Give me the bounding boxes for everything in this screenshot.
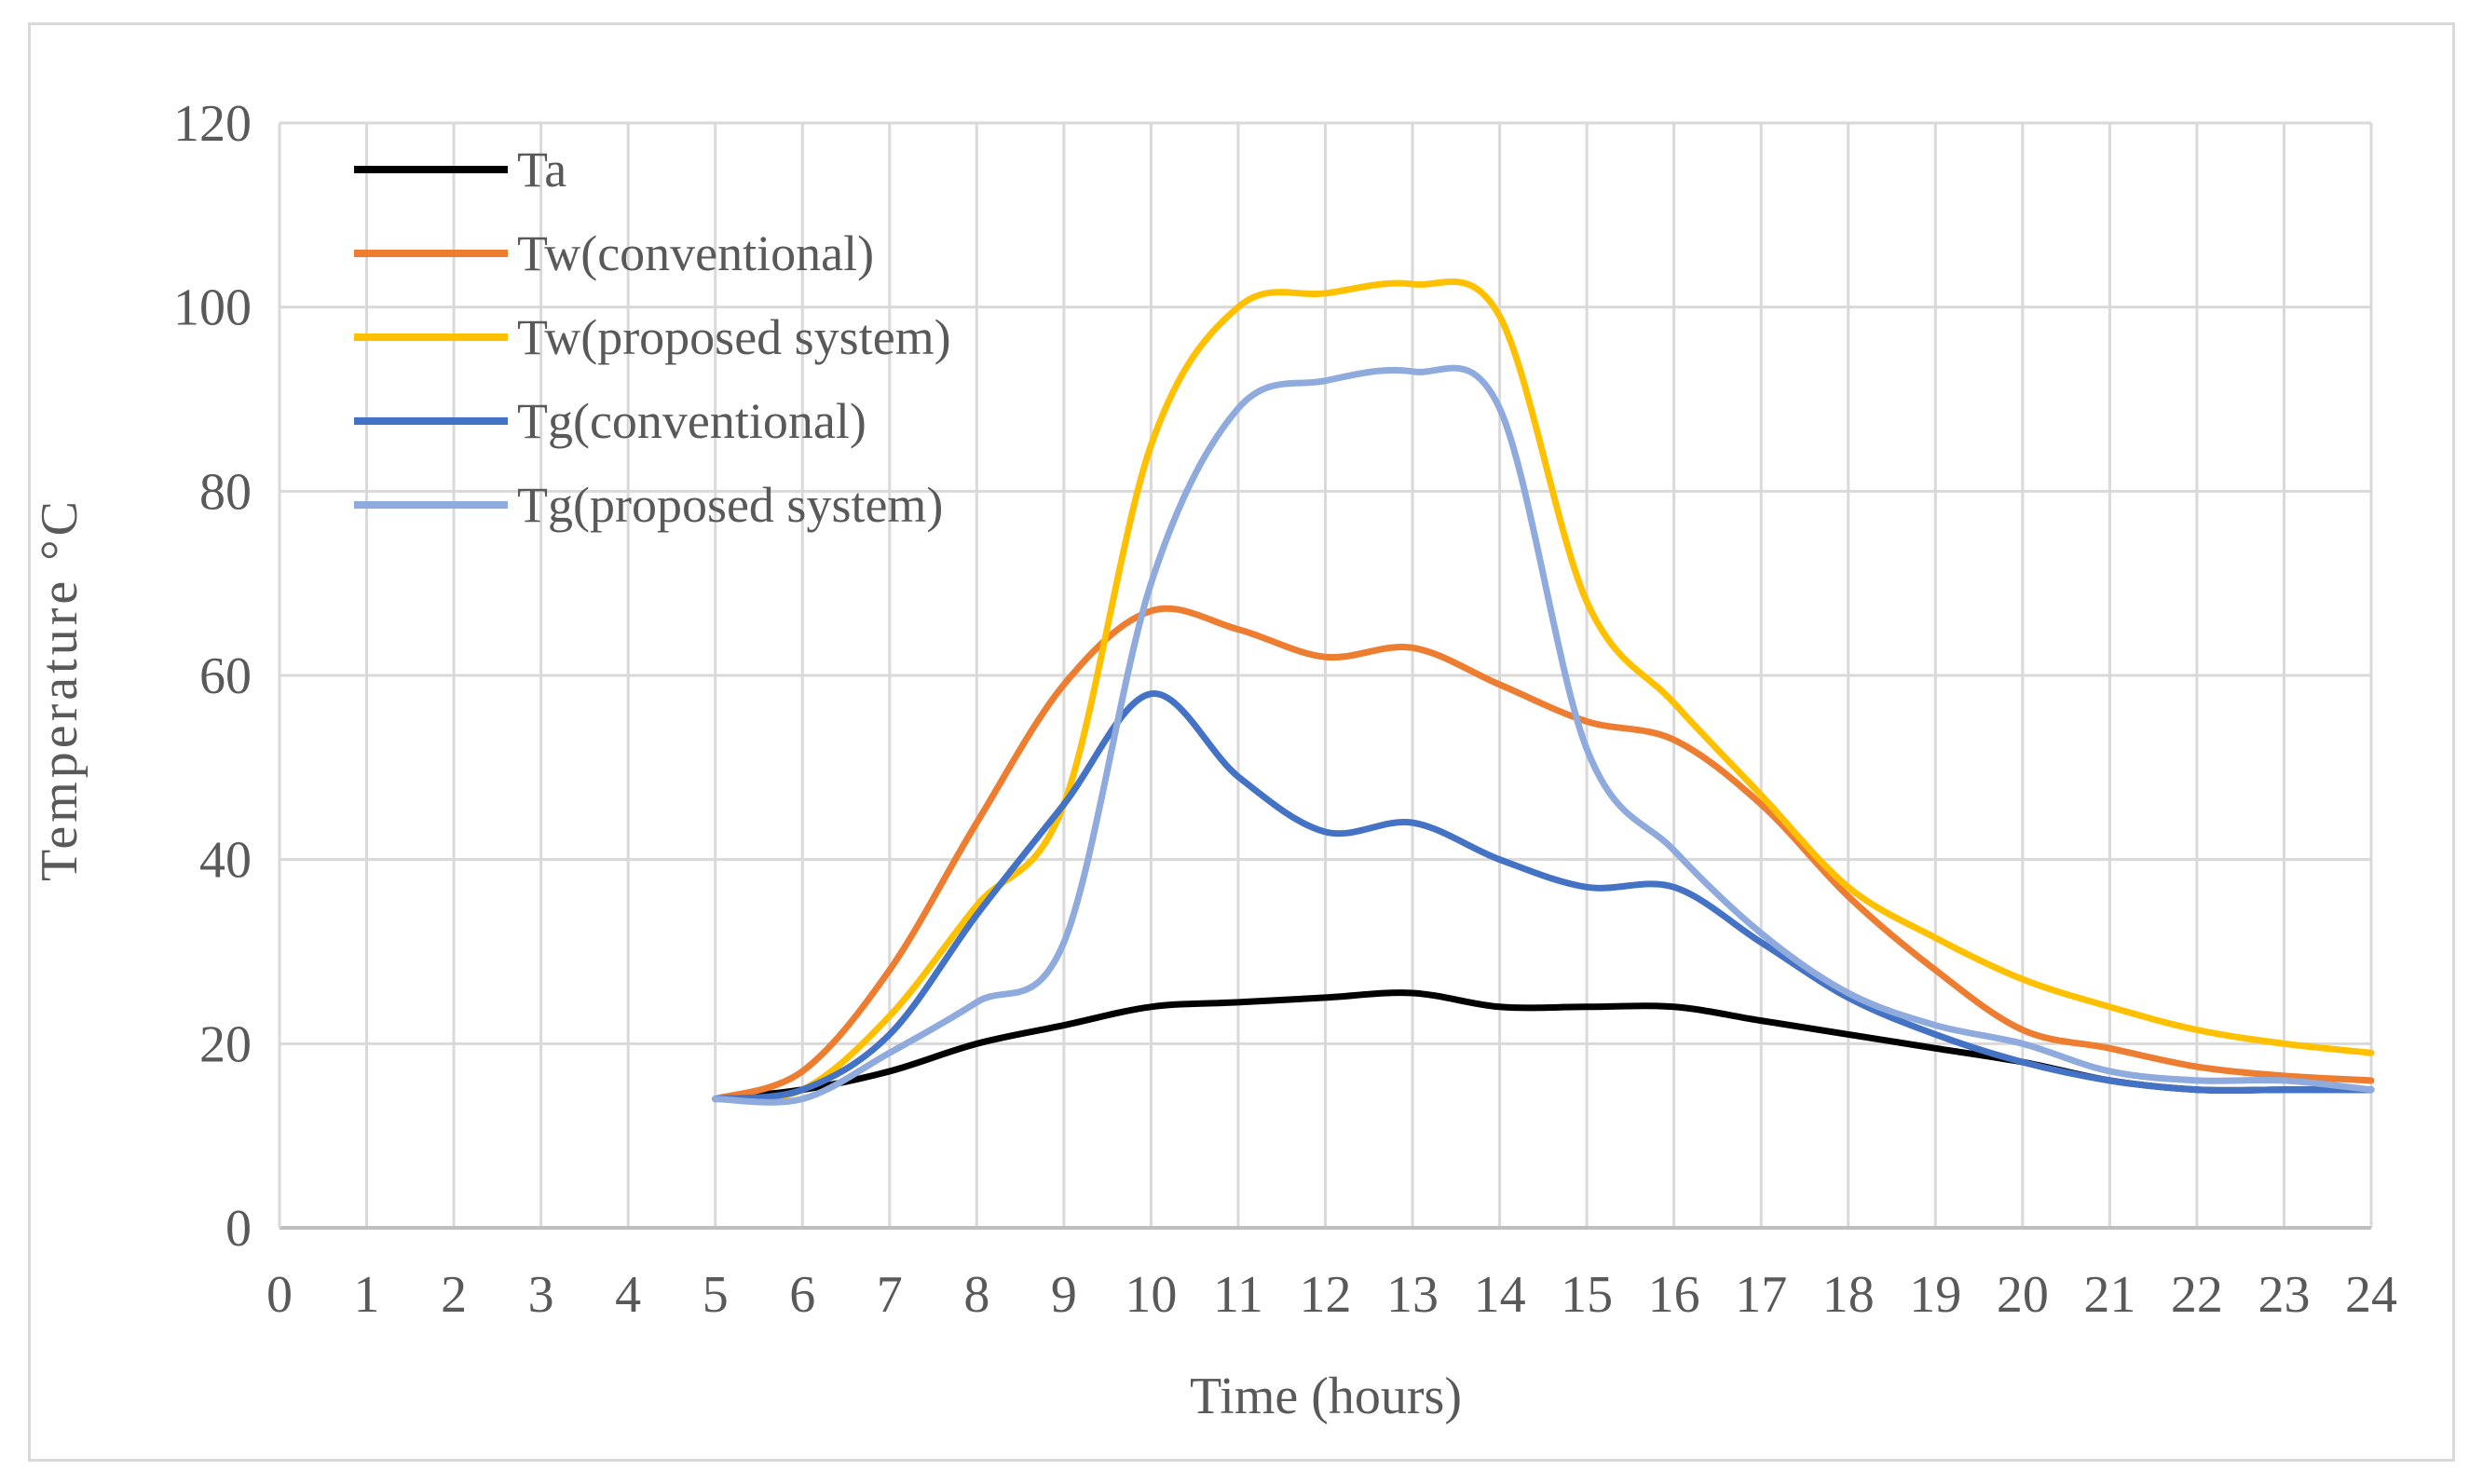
x-tick-label: 16	[1648, 1266, 1700, 1324]
legend-label: Ta	[517, 142, 566, 197]
x-tick-label: 2	[441, 1266, 467, 1324]
x-tick-label: 8	[963, 1266, 989, 1324]
y-tick-labels: 0 20 40 60 80 100 120	[173, 95, 252, 1258]
gridlines	[278, 121, 2373, 1230]
y-tick-label: 100	[173, 279, 252, 337]
axes	[278, 123, 2371, 1230]
x-tick-label: 1	[354, 1266, 380, 1324]
y-tick-label: 60	[199, 647, 252, 705]
x-tick-label: 24	[2345, 1266, 2397, 1324]
x-tick-label: 11	[1213, 1266, 1263, 1324]
x-axis-label: Time (hours)	[1190, 1368, 1462, 1425]
legend: Ta Tw(conventional) Tw(proposed system) Tg(…	[354, 142, 951, 533]
y-tick-label: 40	[199, 832, 252, 890]
x-tick-label: 3	[528, 1266, 554, 1324]
x-tick-label: 9	[1051, 1266, 1077, 1324]
x-tick-label: 19	[1909, 1266, 1961, 1324]
y-tick-label: 80	[199, 463, 252, 521]
y-tick-label: 120	[173, 95, 252, 153]
x-tick-label: 18	[1822, 1266, 1875, 1324]
series-line-2	[712, 278, 2375, 1103]
x-tick-label: 23	[2258, 1266, 2310, 1324]
legend-label: Tg(proposed system)	[517, 477, 943, 533]
y-tick-label: 0	[225, 1200, 252, 1258]
x-tick-labels: 0 1 2 3 4 5 6 7 8 9 10 11 12 13 14 15 16 17 18 19 20 21 22 23 24	[266, 1266, 2397, 1324]
y-tick-label: 20	[199, 1015, 252, 1073]
x-tick-label: 5	[703, 1266, 729, 1324]
x-tick-label: 12	[1300, 1266, 1352, 1324]
x-tick-label: 4	[615, 1266, 641, 1324]
series-lines	[712, 278, 2375, 1106]
series-line-1	[712, 605, 2375, 1103]
x-tick-label: 15	[1561, 1266, 1613, 1324]
x-tick-label: 17	[1735, 1266, 1787, 1324]
x-tick-label: 20	[1997, 1266, 2049, 1324]
x-tick-label: 14	[1474, 1266, 1526, 1324]
x-tick-label: 7	[877, 1266, 903, 1324]
x-tick-label: 0	[266, 1266, 293, 1324]
series-line-3	[712, 690, 2375, 1103]
chart-frame	[28, 22, 2455, 1462]
y-axis-label: Temperature °C	[31, 497, 89, 881]
legend-label: Tw(proposed system)	[517, 309, 951, 365]
x-tick-label: 6	[789, 1266, 815, 1324]
x-tick-label: 10	[1125, 1266, 1177, 1324]
legend-label: Tg(conventional)	[517, 393, 866, 449]
x-tick-label: 22	[2171, 1266, 2223, 1324]
x-tick-label: 21	[2083, 1266, 2135, 1324]
x-tick-label: 13	[1386, 1266, 1439, 1324]
legend-label: Tw(conventional)	[517, 225, 874, 281]
series-line-4	[712, 364, 2375, 1106]
